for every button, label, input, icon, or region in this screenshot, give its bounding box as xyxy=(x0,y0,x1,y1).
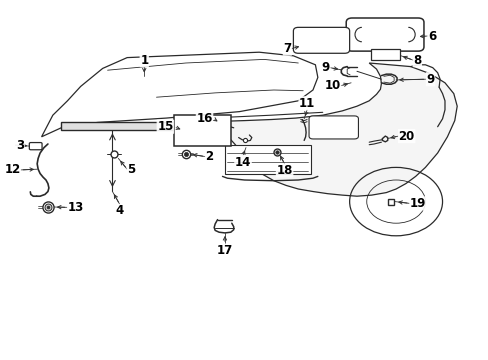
Text: 10: 10 xyxy=(324,79,340,92)
Text: 9: 9 xyxy=(426,73,434,86)
Text: 7: 7 xyxy=(283,42,291,55)
Text: 4: 4 xyxy=(116,204,123,217)
Text: 1: 1 xyxy=(140,54,148,67)
Text: 15: 15 xyxy=(157,120,173,133)
FancyBboxPatch shape xyxy=(29,143,42,150)
Polygon shape xyxy=(183,63,456,196)
Text: 17: 17 xyxy=(216,244,233,257)
Text: 9: 9 xyxy=(321,61,329,74)
FancyBboxPatch shape xyxy=(308,116,358,139)
Text: 16: 16 xyxy=(196,112,212,125)
FancyBboxPatch shape xyxy=(370,49,399,60)
Bar xyxy=(61,122,183,130)
Text: 6: 6 xyxy=(427,30,435,42)
Text: 11: 11 xyxy=(298,97,315,110)
Text: 2: 2 xyxy=(205,150,213,163)
Polygon shape xyxy=(41,52,317,137)
Text: 18: 18 xyxy=(276,164,292,177)
FancyBboxPatch shape xyxy=(224,145,310,174)
Text: 13: 13 xyxy=(67,201,83,214)
Text: 19: 19 xyxy=(409,197,425,210)
Bar xyxy=(173,115,231,146)
Text: 12: 12 xyxy=(4,163,20,176)
Text: 14: 14 xyxy=(234,156,251,168)
FancyBboxPatch shape xyxy=(346,18,423,51)
FancyBboxPatch shape xyxy=(293,27,349,53)
Text: 8: 8 xyxy=(412,54,421,67)
Text: 20: 20 xyxy=(398,130,414,143)
Text: 5: 5 xyxy=(127,163,135,176)
Text: 3: 3 xyxy=(16,139,24,152)
